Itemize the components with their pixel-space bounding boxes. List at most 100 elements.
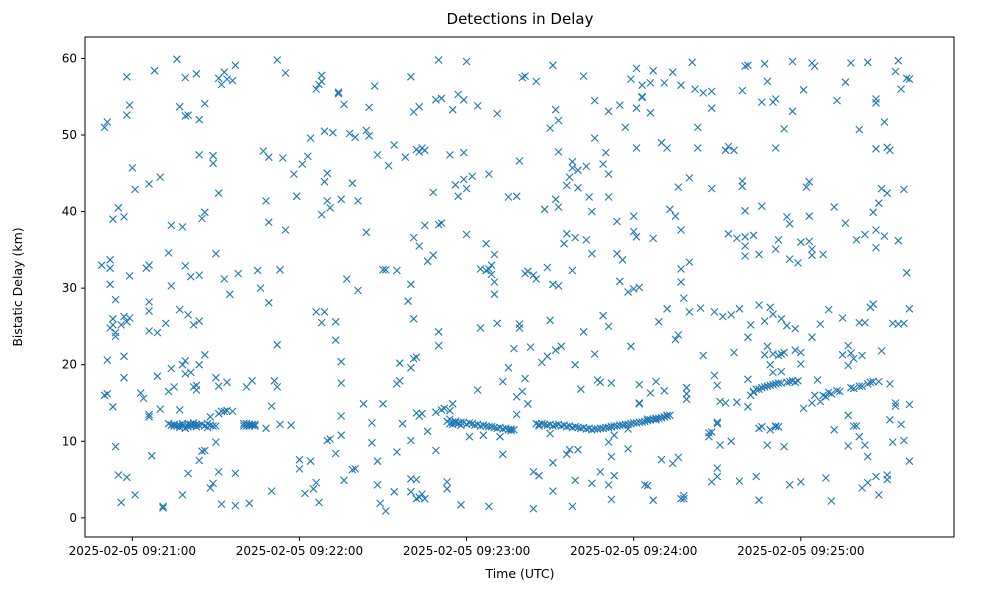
- data-point: [496, 432, 504, 441]
- data-point: [607, 452, 616, 461]
- data-point: [521, 374, 529, 383]
- data-point: [560, 239, 568, 248]
- data-point: [546, 429, 554, 438]
- data-point: [147, 451, 156, 460]
- x-tick-label: 2025-02-05 09:25:00: [737, 544, 864, 558]
- data-point: [780, 125, 788, 133]
- data-point: [643, 416, 652, 425]
- data-point: [200, 208, 209, 217]
- data-point: [434, 56, 443, 64]
- data-point: [707, 104, 716, 113]
- data-point: [498, 377, 507, 386]
- data-point: [624, 445, 632, 453]
- data-point: [693, 144, 702, 152]
- data-point: [479, 421, 488, 430]
- data-point: [571, 422, 580, 431]
- data-point: [512, 192, 521, 201]
- data-point: [629, 227, 638, 236]
- data-point: [660, 79, 669, 87]
- data-point: [796, 478, 805, 486]
- data-point: [549, 458, 557, 467]
- data-point: [741, 206, 749, 215]
- data-point: [574, 183, 582, 192]
- data-point: [671, 212, 680, 221]
- data-point: [568, 266, 577, 275]
- data-point: [724, 229, 733, 238]
- data-point: [412, 475, 421, 484]
- data-point: [317, 71, 326, 80]
- data-point: [320, 177, 329, 186]
- data-point: [256, 284, 265, 292]
- data-point: [532, 275, 541, 283]
- data-point: [231, 61, 240, 70]
- data-point: [390, 487, 399, 496]
- data-point: [390, 141, 399, 149]
- data-point: [532, 77, 541, 86]
- data-point: [688, 58, 697, 67]
- data-point: [242, 383, 251, 391]
- data-point: [774, 422, 783, 431]
- y-tick-label: 10: [62, 434, 77, 448]
- data-point: [145, 307, 153, 315]
- data-point: [849, 422, 858, 430]
- data-point: [872, 98, 880, 107]
- data-point: [713, 418, 722, 426]
- data-point: [604, 423, 613, 432]
- data-point: [799, 85, 808, 94]
- data-point: [666, 205, 674, 214]
- data-point: [682, 383, 691, 392]
- data-point: [657, 455, 666, 464]
- data-point: [813, 376, 822, 384]
- data-point: [618, 255, 627, 264]
- data-point: [855, 318, 864, 327]
- data-point: [331, 317, 340, 326]
- data-point: [788, 57, 797, 66]
- data-point: [543, 263, 552, 272]
- data-point: [125, 272, 134, 280]
- data-point: [220, 275, 229, 283]
- data-point: [337, 379, 346, 387]
- data-point: [769, 310, 777, 319]
- data-point: [459, 175, 468, 184]
- data-point: [657, 413, 666, 422]
- data-point: [518, 387, 527, 396]
- data-point: [774, 236, 783, 244]
- data-point: [181, 357, 190, 365]
- data-point: [251, 420, 259, 429]
- data-point: [111, 442, 120, 451]
- data-point: [649, 234, 658, 243]
- data-point: [128, 164, 137, 172]
- data-point: [830, 425, 839, 434]
- data-point: [677, 226, 685, 234]
- data-point: [732, 234, 741, 243]
- data-point: [315, 498, 323, 507]
- data-point: [212, 373, 220, 382]
- data-point: [295, 455, 304, 464]
- data-point: [122, 473, 131, 482]
- data-point: [710, 308, 719, 316]
- data-point: [668, 459, 677, 468]
- data-point: [604, 170, 613, 178]
- data-point: [368, 438, 376, 447]
- data-point: [251, 422, 259, 430]
- data-point: [713, 472, 722, 481]
- data-point: [326, 435, 334, 443]
- data-point: [635, 399, 644, 408]
- data-point: [830, 203, 839, 211]
- data-point: [473, 386, 482, 394]
- data-point: [476, 324, 485, 332]
- data-point: [596, 468, 605, 476]
- data-point: [604, 438, 613, 446]
- data-point: [468, 172, 477, 181]
- data-point: [791, 324, 800, 333]
- data-point: [760, 317, 769, 325]
- data-point: [872, 243, 880, 252]
- data-point: [359, 399, 368, 408]
- data-point: [485, 170, 493, 178]
- data-point: [880, 232, 889, 240]
- data-point: [479, 431, 488, 440]
- data-point: [448, 399, 457, 408]
- data-point: [677, 278, 685, 286]
- data-point: [557, 342, 566, 351]
- data-point: [487, 261, 496, 270]
